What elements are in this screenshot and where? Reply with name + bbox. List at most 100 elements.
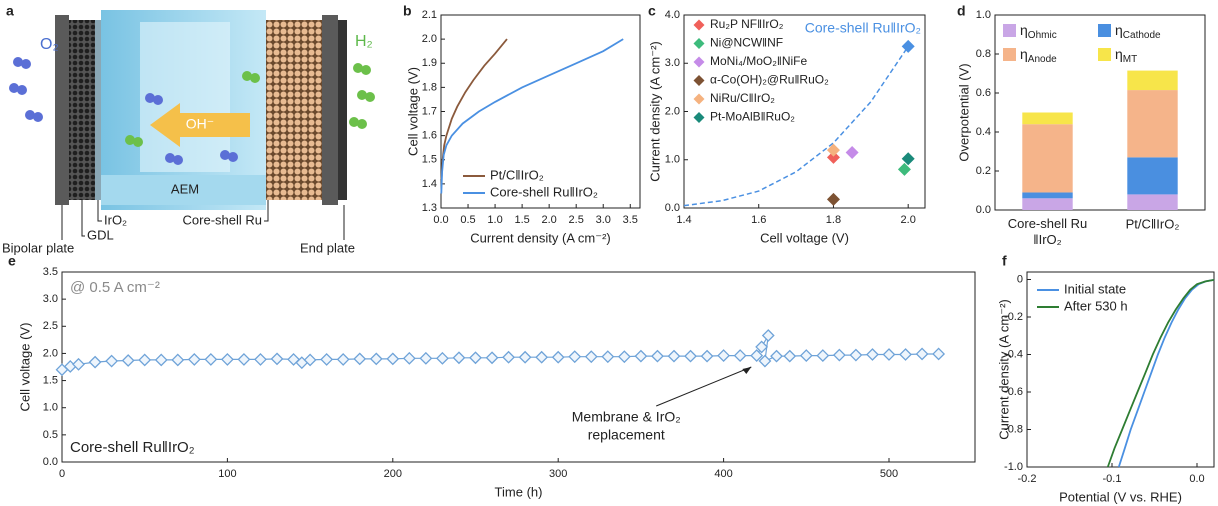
- marker: [419, 351, 433, 365]
- x-tick-label: 500: [880, 468, 898, 480]
- o2-label: O₂: [40, 36, 59, 53]
- marker: [634, 349, 648, 363]
- callout-arrowhead: [742, 367, 752, 374]
- x-tick-label: -0.2: [1018, 473, 1037, 485]
- y-tick-label: 3.0: [665, 57, 680, 69]
- callout-text: Membrane & IrO₂: [572, 409, 681, 425]
- legend-swatch: [693, 75, 705, 86]
- x-tick-label: -0.1: [1103, 473, 1122, 485]
- y-tick-label: 1.6: [422, 130, 437, 142]
- y-tick-label: 1.9: [422, 57, 437, 69]
- marker: [601, 350, 615, 364]
- marker: [617, 350, 631, 364]
- legend-swatch: [1098, 48, 1111, 61]
- x-tick-label: 2.0: [542, 214, 557, 226]
- marker: [717, 349, 731, 363]
- point: [826, 150, 840, 164]
- legend-label: Core-shell Ru‖IrO₂: [490, 184, 598, 199]
- legend-label: ηMT: [1115, 46, 1137, 65]
- membrane: [101, 175, 266, 205]
- marker: [584, 350, 598, 364]
- y-tick-label: 1.3: [422, 202, 437, 214]
- marker: [816, 349, 830, 363]
- marker: [435, 351, 449, 365]
- y-tick-label: 0.0: [43, 456, 58, 468]
- x-tick-label: 0.0: [1189, 473, 1204, 485]
- y-tick-label: 1.0: [665, 154, 680, 166]
- legend-swatch: [693, 93, 705, 105]
- legend-swatch: [693, 38, 705, 49]
- point: [845, 146, 859, 160]
- y-tick-label: -0.6: [1004, 386, 1023, 398]
- marker: [105, 354, 119, 368]
- plot-frame: [61, 271, 976, 463]
- x-tick-label: 1.5: [514, 214, 529, 226]
- aem-label: AEM: [171, 181, 199, 196]
- schematic: a OH⁻ AEM O₂ H₂ IrO₂ GDL Bipolar pla: [2, 3, 375, 255]
- marker: [204, 352, 218, 366]
- y-axis-label: Cell voltage (V): [17, 323, 32, 412]
- marker: [171, 353, 185, 367]
- marker: [568, 350, 582, 364]
- legend-label: After 530 h: [1064, 298, 1128, 313]
- marker: [551, 350, 565, 364]
- bar-segment: [1022, 192, 1073, 199]
- bar-segment: [1127, 157, 1178, 195]
- text-part: η: [1020, 46, 1028, 62]
- y-tick-label: 2.1: [422, 9, 437, 21]
- x-tick-label: 0.5: [460, 214, 475, 226]
- x-tick-label: 0: [59, 468, 65, 480]
- series-label: Core-shell Ru‖IrO₂: [805, 20, 921, 36]
- marker: [237, 352, 251, 366]
- marker: [138, 353, 152, 367]
- oh-label: OH⁻: [186, 116, 214, 132]
- y-tick-label: 4.0: [665, 9, 680, 21]
- y-tick-label: 0: [1017, 273, 1023, 285]
- marker: [899, 348, 912, 361]
- marker: [353, 352, 367, 366]
- legend-swatch: [1003, 48, 1016, 61]
- y-tick-label: 3.5: [43, 266, 58, 278]
- legend-label: Pt/C‖IrO₂: [490, 167, 544, 182]
- y-tick-label: 2.0: [422, 33, 437, 45]
- x-tick-label: Core-shell Ru ‖IrO₂: [1008, 216, 1087, 247]
- core-shell-label: Core-shell Ru: [183, 212, 262, 227]
- marker: [369, 352, 383, 366]
- leader-lines: [61, 200, 345, 240]
- marker: [651, 349, 664, 363]
- marker: [915, 347, 929, 361]
- x-tick-label: 100: [218, 468, 236, 480]
- x-tick-label: 1.4: [676, 214, 691, 226]
- bar-segment: [1127, 194, 1178, 210]
- marker: [270, 352, 284, 366]
- gdl-label: GDL: [87, 227, 114, 242]
- marker: [220, 352, 234, 366]
- y-tick-label: -0.4: [1004, 348, 1023, 360]
- legend-label: Ru₂P NF‖IrO₂: [710, 17, 784, 31]
- marker: [783, 349, 797, 363]
- marker: [320, 352, 334, 366]
- marker: [469, 351, 482, 365]
- panel-letter: b: [403, 3, 412, 19]
- point: [901, 39, 915, 53]
- panel-letter: c: [648, 3, 656, 19]
- marker: [700, 349, 714, 363]
- marker: [758, 354, 772, 368]
- marker: [386, 352, 400, 366]
- iro2-label: IrO₂: [104, 212, 127, 227]
- x-tick-label: 1.8: [826, 214, 841, 226]
- x-tick-label: 1.0: [487, 214, 502, 226]
- y-tick-label: 0.5: [43, 429, 58, 441]
- panel-letter: d: [957, 3, 966, 19]
- h2-label: H₂: [355, 33, 373, 50]
- x-axis-label: Cell voltage (V): [760, 230, 849, 245]
- point: [897, 162, 911, 176]
- y-tick-label: 1.8: [422, 81, 437, 93]
- bipolar-label: Bipolar plate: [2, 240, 74, 255]
- bar-segment: [1022, 112, 1073, 125]
- text-part: Core-shell Ru: [1008, 216, 1087, 231]
- y-tick-label: 2.5: [43, 320, 58, 332]
- x-tick-label: 200: [384, 468, 402, 480]
- legend-label: NiRu/C‖IrO₂: [710, 91, 775, 105]
- y-tick-label: 0.0: [976, 204, 991, 216]
